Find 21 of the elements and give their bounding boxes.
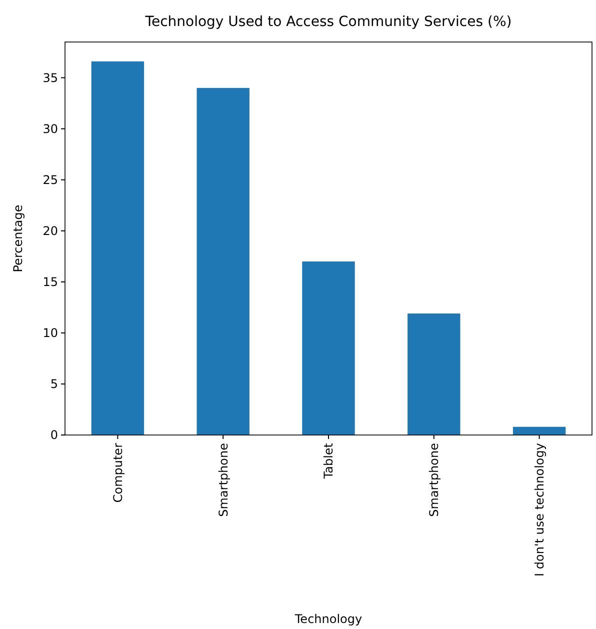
- chart-title: Technology Used to Access Community Services (%): [144, 14, 512, 30]
- x-tick-label: Computer: [110, 442, 125, 503]
- y-tick-label: 10: [42, 326, 58, 340]
- x-tick-label: Smartphone: [427, 443, 442, 517]
- y-tick-label: 25: [42, 173, 58, 188]
- x-tick-label: I don't use technology: [532, 443, 546, 576]
- y-tick-label: 20: [42, 224, 58, 238]
- y-tick-label: 30: [42, 122, 58, 136]
- y-tick-label: 15: [42, 275, 58, 290]
- y-tick-label: 5: [50, 377, 58, 392]
- y-tick-label: 0: [50, 428, 58, 442]
- y-tick-label: 35: [42, 70, 58, 85]
- bar: [512, 426, 566, 435]
- bar: [302, 261, 355, 435]
- x-axis-title: Technology: [294, 612, 362, 626]
- x-tick-label: Smartphone: [216, 443, 230, 517]
- bar: [408, 314, 460, 435]
- bar: [91, 61, 144, 435]
- y-axis-title: Percentage: [11, 204, 25, 272]
- bar: [196, 88, 250, 435]
- x-tick-label: Tablet: [322, 442, 336, 480]
